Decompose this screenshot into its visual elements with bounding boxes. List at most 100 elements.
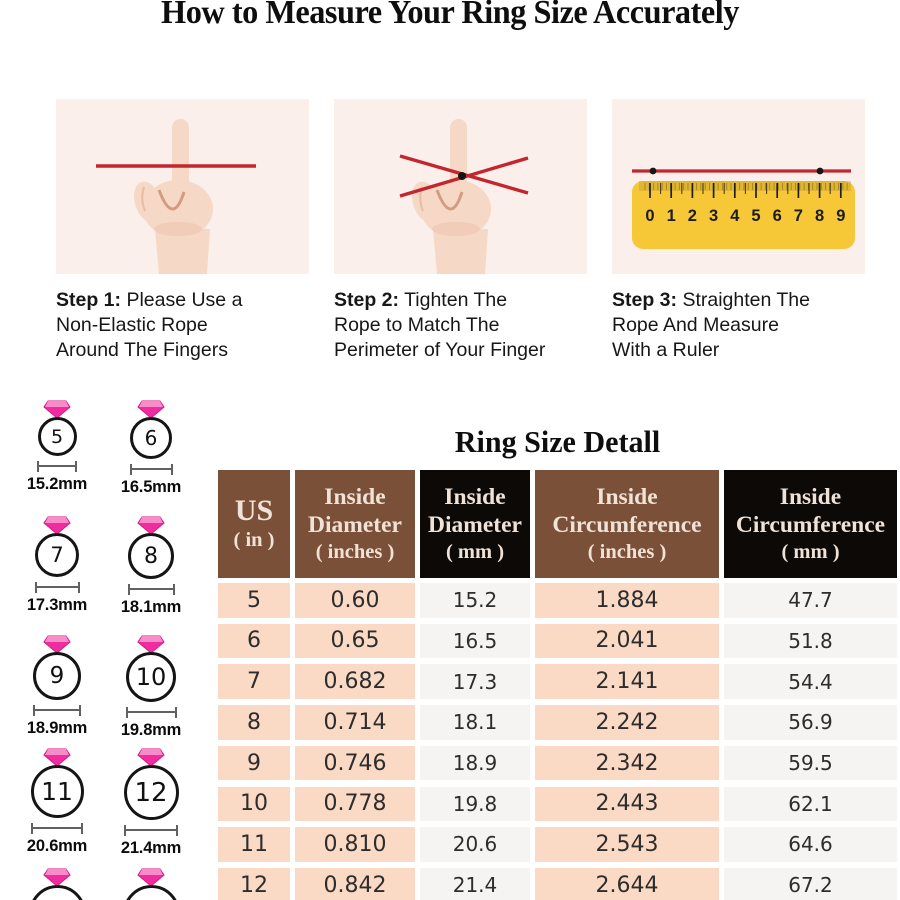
ruler-number: 1 bbox=[667, 207, 676, 225]
table-cell: 20.6 bbox=[420, 827, 530, 862]
ring-circle: 6 bbox=[130, 417, 172, 459]
ruler-tick-marks bbox=[644, 183, 848, 198]
ring-mm-label: 18.1mm bbox=[120, 598, 182, 616]
ring-circle: 10 bbox=[126, 652, 176, 702]
step2-caption: Step 2: Tighten The Rope to Match The Pe… bbox=[334, 288, 594, 363]
table-header-line: Inside bbox=[324, 484, 386, 510]
step3-line1: Straighten The bbox=[682, 289, 810, 311]
table-cell: 18.9 bbox=[420, 745, 530, 781]
diameter-bracket bbox=[124, 825, 178, 836]
step1-line1: Please Use a bbox=[126, 289, 243, 311]
ring-us-size: 7 bbox=[50, 543, 64, 567]
ring-size-icon: 5 15.2mm bbox=[2, 400, 112, 494]
table-header-line: ( inches ) bbox=[587, 541, 667, 563]
step1-label: Step 1: bbox=[56, 289, 122, 311]
ring-circle: 9 bbox=[33, 652, 81, 700]
diameter-bracket bbox=[34, 582, 80, 593]
step3-label: Step 3: bbox=[612, 289, 678, 311]
diameter-bracket bbox=[127, 584, 175, 595]
diamond-icon bbox=[43, 868, 71, 887]
table-cell: 17.3 bbox=[420, 664, 530, 699]
table-cell: 2.342 bbox=[535, 745, 719, 781]
table-header-line: Diameter bbox=[308, 512, 402, 538]
table-header-line: ( mm ) bbox=[445, 541, 505, 563]
ring-size-table: US( in ) Inside Diameter( inches ) Inside Di… bbox=[218, 470, 897, 900]
table-cell: 0.60 bbox=[295, 583, 415, 618]
ring-size-icon: 12 21.4mm bbox=[96, 748, 206, 858]
table-header-cell: Inside Circumference ( mm ) bbox=[724, 470, 897, 578]
table-header-line: ( in ) bbox=[233, 529, 275, 551]
step1-line2: Non-Elastic Rope bbox=[56, 314, 208, 336]
table-cell: 0.810 bbox=[295, 827, 415, 862]
step2-line2: Rope to Match The bbox=[334, 314, 500, 336]
ruler-number: 5 bbox=[751, 207, 760, 225]
table-header-line: ( mm ) bbox=[781, 541, 840, 563]
step3-line3: With a Ruler bbox=[612, 339, 720, 361]
page-title: How to Measure Your Ring Size Accurately bbox=[161, 0, 739, 31]
diamond-icon bbox=[43, 400, 71, 419]
diamond-icon bbox=[43, 635, 71, 654]
table-cell: 18.1 bbox=[420, 705, 530, 740]
table-cell: 9 bbox=[218, 745, 290, 781]
table-cell: 5 bbox=[218, 583, 290, 618]
table-header-cell: US( in ) bbox=[218, 470, 290, 578]
table-header-line: Diameter bbox=[428, 512, 522, 538]
diamond-icon bbox=[137, 516, 165, 535]
ring-mm-label: 20.6mm bbox=[26, 837, 88, 855]
rope-knot-dot bbox=[458, 172, 466, 180]
table-cell: 0.778 bbox=[295, 786, 415, 821]
table-cell: 11 bbox=[218, 827, 290, 862]
step2-figure bbox=[334, 99, 587, 276]
table-cell: 16.5 bbox=[420, 623, 530, 659]
ring-size-icon: 10 19.8mm bbox=[96, 635, 206, 740]
diamond-icon bbox=[137, 868, 165, 887]
table-cell: 15.2 bbox=[420, 583, 530, 618]
ruler-number: 4 bbox=[730, 207, 740, 225]
table-cell: 2.644 bbox=[535, 867, 719, 900]
step3-line2: Rope And Measure bbox=[612, 314, 779, 336]
table-cell: 54.4 bbox=[724, 664, 897, 699]
step2-line1: Tighten The bbox=[404, 289, 508, 311]
ring-size-icon: 7 17.3mm bbox=[2, 516, 112, 615]
ring-circle: 5 bbox=[37, 417, 77, 456]
diameter-bracket bbox=[37, 461, 77, 472]
table-header-cell: Inside Circumference ( inches ) bbox=[535, 470, 719, 578]
table-cell: 6 bbox=[218, 623, 290, 659]
ring-mm-label: 19.8mm bbox=[120, 721, 182, 739]
ring-mm-label: 21.4mm bbox=[120, 839, 182, 857]
ring-us-size: 10 bbox=[135, 663, 167, 691]
ruler-number: 8 bbox=[815, 207, 824, 225]
ring-us-size: 12 bbox=[134, 777, 168, 808]
ruler-number: 3 bbox=[709, 207, 718, 225]
ring-us-size: 5 bbox=[50, 425, 64, 448]
table-title: Ring Size Detall bbox=[454, 424, 661, 459]
table-cell: 56.9 bbox=[724, 705, 897, 740]
table-header-cell: Inside Diameter ( inches ) bbox=[295, 470, 415, 578]
table-cell: 0.842 bbox=[295, 867, 415, 900]
hand-with-rope-illustration bbox=[96, 119, 256, 274]
table-cell: 8 bbox=[218, 705, 290, 740]
table-header-line: Inside bbox=[596, 484, 658, 510]
ring-circle: 11 bbox=[30, 765, 84, 818]
table-header-line: US bbox=[234, 494, 274, 527]
ring-circle bbox=[28, 885, 86, 900]
table-cell: 2.242 bbox=[535, 705, 719, 740]
diamond-icon bbox=[43, 748, 71, 767]
diamond-icon bbox=[137, 400, 165, 419]
table-cell: 10 bbox=[218, 786, 290, 821]
ring-size-icon: 9 18.9mm bbox=[2, 635, 112, 738]
table-cell: 67.2 bbox=[724, 867, 897, 900]
table-cell: 62.1 bbox=[724, 786, 897, 821]
ruler-body bbox=[632, 181, 855, 249]
table-cell: 19.8 bbox=[420, 786, 530, 821]
measure-dot-left bbox=[649, 167, 657, 175]
diameter-bracket bbox=[33, 705, 81, 716]
ring-circle bbox=[122, 885, 180, 900]
step3-caption: Step 3: Straighten The Rope And Measure … bbox=[612, 288, 872, 363]
table-cell: 51.8 bbox=[724, 623, 897, 659]
ring-circle: 12 bbox=[123, 765, 179, 820]
table-cell: 0.746 bbox=[295, 745, 415, 781]
ruler-number: 9 bbox=[836, 207, 845, 225]
table-cell: 0.714 bbox=[295, 705, 415, 740]
